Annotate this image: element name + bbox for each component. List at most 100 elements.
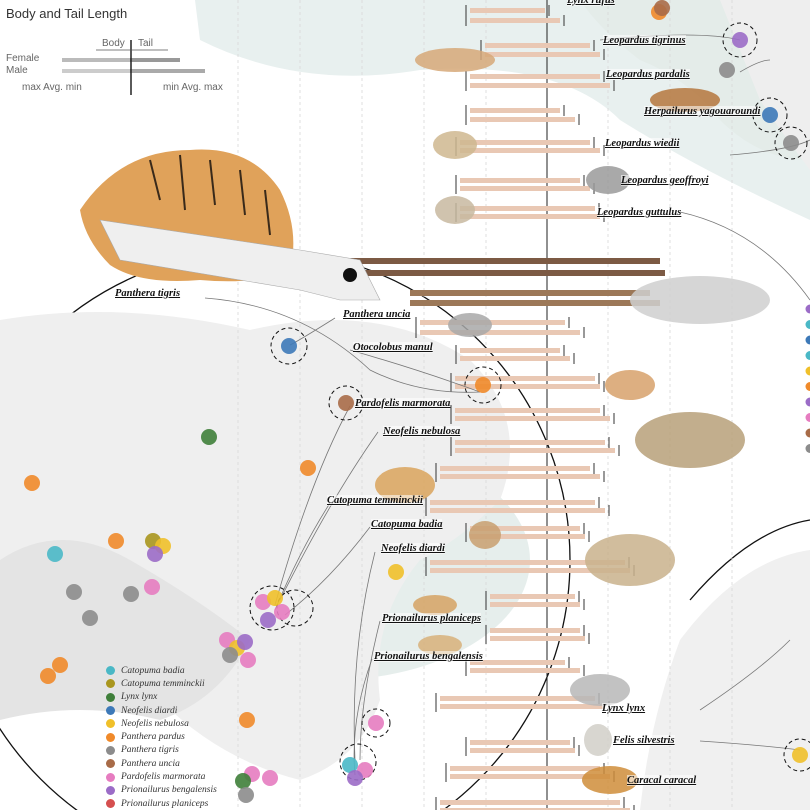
length-bar [470, 117, 575, 122]
length-bar [455, 376, 595, 381]
legend-swatch [106, 745, 115, 755]
length-bar [450, 774, 610, 779]
length-bar [490, 594, 575, 599]
occurrence-dot [274, 604, 290, 620]
legend-swatch [106, 785, 115, 795]
label-catopuma-temminckii: Catopuma temminckii [327, 495, 423, 506]
leader-line [679, 211, 810, 301]
right-legend-dot [805, 397, 810, 407]
legend-item: Prionailurus bengalensis [106, 784, 236, 797]
length-bar [420, 330, 580, 335]
occurrence-dot [338, 395, 354, 411]
label-felis-silvestris: Felis silvestris [613, 735, 675, 746]
highlight-circle [722, 22, 758, 58]
occurrence-dot [475, 377, 491, 393]
legend-swatch [106, 759, 115, 769]
length-bar [455, 440, 605, 445]
species-legend: Catopuma badia Catopuma temminckii Lynx … [106, 664, 236, 810]
occurrence-dot [144, 579, 160, 595]
length-bar [485, 43, 590, 48]
occurrence-dot [47, 546, 63, 562]
legend-item: Lynx lynx [106, 691, 236, 704]
tiger-illustration [80, 149, 381, 301]
occurrence-dot [52, 657, 68, 673]
legend-item: Panthera pardus [106, 730, 236, 743]
occurrence-dot [388, 564, 404, 580]
leader-line [739, 59, 771, 73]
length-bar [470, 660, 565, 665]
key-male-label: Male [6, 65, 28, 76]
label-leopardus-wiedii: Leopardus wiedii [605, 138, 680, 149]
label-leopardus-pardalis: Leopardus pardalis [606, 69, 690, 80]
occurrence-dot [347, 770, 363, 786]
legend-swatch [106, 679, 115, 689]
length-bar [485, 52, 600, 57]
occurrence-dot [40, 668, 56, 684]
leader-lines [204, 34, 810, 776]
legend-swatch [106, 799, 115, 809]
length-bar [470, 83, 610, 88]
occurrence-dot [368, 715, 384, 731]
legend-label: Prionailurus planiceps [121, 798, 209, 809]
occurrence-dot [66, 584, 82, 600]
label-prionailurus-planiceps: Prionailurus planiceps [382, 613, 481, 624]
occurrence-dot [762, 107, 778, 123]
legend-swatch [106, 732, 115, 742]
highlight-circle [361, 708, 391, 738]
length-bar [450, 766, 600, 771]
legend-swatch [106, 772, 115, 782]
length-bar [470, 668, 580, 673]
occurrence-dot [719, 62, 735, 78]
occurrence-dot [123, 586, 139, 602]
occurrence-dot [201, 429, 217, 445]
key-left-scale: max Avg. min [22, 82, 82, 93]
label-otocolobus-manul: Otocolobus manul [353, 342, 433, 353]
asia-land-2 [0, 540, 250, 720]
length-bar [460, 348, 560, 353]
length-bar [460, 140, 590, 145]
chart-title: Body and Tail Length [6, 6, 128, 21]
occurrence-dot [24, 475, 40, 491]
legend-item: Panthera uncia [106, 757, 236, 770]
length-bar [460, 186, 590, 191]
legend-item: Catopuma badia [106, 664, 236, 677]
length-bar [460, 178, 580, 183]
occurrence-dot [732, 32, 748, 48]
length-bar [470, 8, 545, 13]
length-bar [455, 448, 615, 453]
highlight-circle [783, 738, 810, 772]
map-dots [24, 0, 808, 803]
length-bar [470, 74, 600, 79]
occurrence-dot [240, 652, 256, 668]
occurrence-dot [238, 787, 254, 803]
label-pardofelis-marmorata: Pardofelis marmorata [355, 398, 451, 409]
highlight-circle [752, 97, 788, 133]
leader-line [204, 297, 481, 393]
occurrence-dot [82, 610, 98, 626]
leader-line [729, 139, 810, 156]
label-leopardus-geoffroyi: Leopardus geoffroyi [621, 175, 709, 186]
length-bar [470, 748, 575, 753]
leader-line [353, 551, 376, 761]
leader-line [284, 526, 371, 616]
legend-item: Neofelis nebulosa [106, 717, 236, 730]
length-bar [455, 408, 600, 413]
length-bar [490, 602, 580, 607]
legend-label: Lynx lynx [121, 692, 158, 703]
legend-label: Neofelis diardi [121, 705, 178, 716]
label-prionailurus-bengalensis: Prionailurus bengalensis [374, 651, 483, 662]
label-lynx-rufus: Lynx rufus [567, 0, 615, 6]
length-bar [440, 800, 620, 805]
occurrence-dot [792, 747, 808, 763]
length-bar [440, 704, 605, 709]
right-legend-dot [805, 304, 810, 314]
leader-line [274, 405, 351, 606]
key-body-label: Body [102, 38, 125, 49]
length-bar-tiger [280, 270, 665, 276]
legend-label: Prionailurus bengalensis [121, 785, 217, 796]
length-bar [440, 466, 590, 471]
legend-item: Neofelis diardi [106, 704, 236, 717]
legend-label: Pardofelis marmorata [121, 772, 206, 783]
